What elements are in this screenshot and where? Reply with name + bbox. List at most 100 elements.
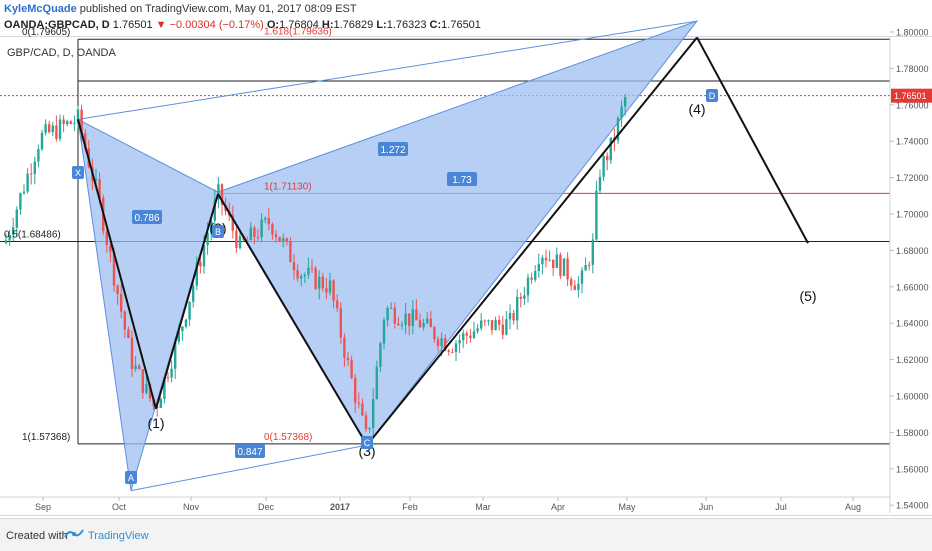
- candle-body: [292, 261, 296, 271]
- candle-body: [393, 307, 396, 324]
- candle-body: [436, 339, 440, 346]
- y-tick-label: 1.74000: [896, 137, 929, 147]
- x-tick-label: Jun: [699, 502, 714, 512]
- open-value: 1.76804: [279, 19, 319, 31]
- point-badge-label: B: [215, 227, 221, 237]
- candle-body: [343, 337, 346, 358]
- candle-body: [501, 324, 504, 335]
- candle-body: [339, 308, 342, 338]
- candle-body: [591, 239, 594, 265]
- wave-line: [366, 36, 698, 446]
- y-tick-label: 1.54000: [896, 501, 929, 511]
- y-tick-label: 1.60000: [896, 392, 929, 402]
- candle-body: [22, 191, 26, 194]
- candle-body: [206, 232, 209, 245]
- candle-body: [386, 308, 389, 321]
- candle-body: [318, 276, 321, 289]
- y-tick-label: 1.72000: [896, 173, 929, 183]
- chart-title: GBP/CAD, D, OANDA: [7, 47, 116, 59]
- candle-body: [523, 295, 526, 299]
- fib-level-label: 0(1.79605): [22, 27, 70, 38]
- candle-body: [184, 319, 188, 327]
- candle-body: [174, 341, 177, 369]
- point-badge: [706, 89, 718, 102]
- point-badge: [361, 436, 373, 449]
- candle-body: [505, 319, 508, 335]
- ratio-badge-label: 1.73: [452, 175, 472, 186]
- candle-body: [256, 236, 260, 238]
- x-tick-label: Mar: [475, 502, 491, 512]
- candle-body: [231, 215, 234, 231]
- candle-body: [379, 343, 382, 367]
- candle-body: [609, 137, 612, 161]
- candle-body: [4, 240, 8, 244]
- point-badge: [125, 471, 137, 484]
- candle-body: [123, 311, 126, 330]
- wave-line: [77, 119, 157, 410]
- candle-body: [544, 257, 548, 261]
- wave-label: (5): [799, 288, 816, 304]
- last-price: 1.76501: [112, 19, 153, 31]
- candle-body: [426, 318, 429, 323]
- candle-body: [80, 109, 83, 134]
- candle-body: [134, 365, 137, 370]
- y-tick-label: 1.76000: [896, 100, 929, 110]
- candle-body: [116, 285, 119, 295]
- candle-body: [325, 288, 328, 293]
- candle-body: [249, 227, 252, 241]
- last-price-tag: [891, 88, 932, 103]
- author-link[interactable]: KyleMcQuade: [4, 3, 77, 15]
- candle-body: [246, 239, 249, 241]
- candle-body: [595, 190, 598, 240]
- candle-body: [264, 218, 267, 220]
- candle-body: [364, 415, 368, 430]
- candle-body: [548, 259, 551, 261]
- published-text: published on TradingView.com, May 01, 20…: [76, 3, 357, 15]
- pattern-line-ac: [130, 444, 368, 492]
- wave-line: [155, 193, 219, 410]
- candle-body: [202, 244, 206, 267]
- candle-body: [559, 254, 562, 276]
- candle-body: [253, 227, 256, 237]
- candle-body: [404, 313, 407, 325]
- candle-body: [296, 270, 299, 279]
- last-price-tag-label: 1.76501: [894, 91, 927, 101]
- candle-body: [303, 274, 306, 277]
- candle-body: [418, 320, 422, 328]
- y-tick-label: 1.56000: [896, 464, 929, 474]
- candle-body: [94, 179, 98, 181]
- point-badge-label: D: [709, 91, 716, 101]
- candle-body: [458, 340, 461, 344]
- tradingview-link[interactable]: TradingView: [88, 530, 149, 542]
- candle-body: [350, 360, 353, 379]
- point-badge: [72, 166, 84, 179]
- candle-body: [260, 219, 263, 238]
- candle-body: [199, 262, 202, 267]
- candle-body: [332, 280, 335, 301]
- candle-body: [300, 276, 303, 279]
- candle-body: [606, 155, 609, 161]
- candle-body: [541, 257, 544, 265]
- wave-line: [696, 36, 809, 244]
- ratio-badge-label: 0.786: [134, 213, 159, 224]
- candle-body: [480, 320, 483, 329]
- candle-body: [112, 251, 116, 286]
- candle-body: [519, 296, 522, 299]
- x-tick-label: May: [618, 502, 636, 512]
- x-tick-label: Oct: [112, 502, 127, 512]
- candle-body: [508, 313, 512, 320]
- candle-body: [580, 270, 584, 284]
- open-label: O:: [266, 19, 280, 31]
- candle-body: [390, 307, 393, 309]
- candle-body: [357, 402, 360, 404]
- candle-body: [130, 337, 134, 370]
- candle-body: [12, 227, 15, 235]
- candle-body: [400, 324, 404, 326]
- candle-body: [109, 245, 112, 252]
- candle-body: [33, 161, 36, 174]
- y-tick-label: 1.78000: [896, 64, 929, 74]
- price-change: −0.00304 (−0.17%): [169, 19, 264, 31]
- publish-info: KyleMcQuade published on TradingView.com…: [4, 3, 357, 15]
- price-chart[interactable]: 0(1.79605) 0.5(1.68486) 1(1.57368) 1.618(1.…: [0, 0, 932, 516]
- candle-body: [483, 320, 486, 322]
